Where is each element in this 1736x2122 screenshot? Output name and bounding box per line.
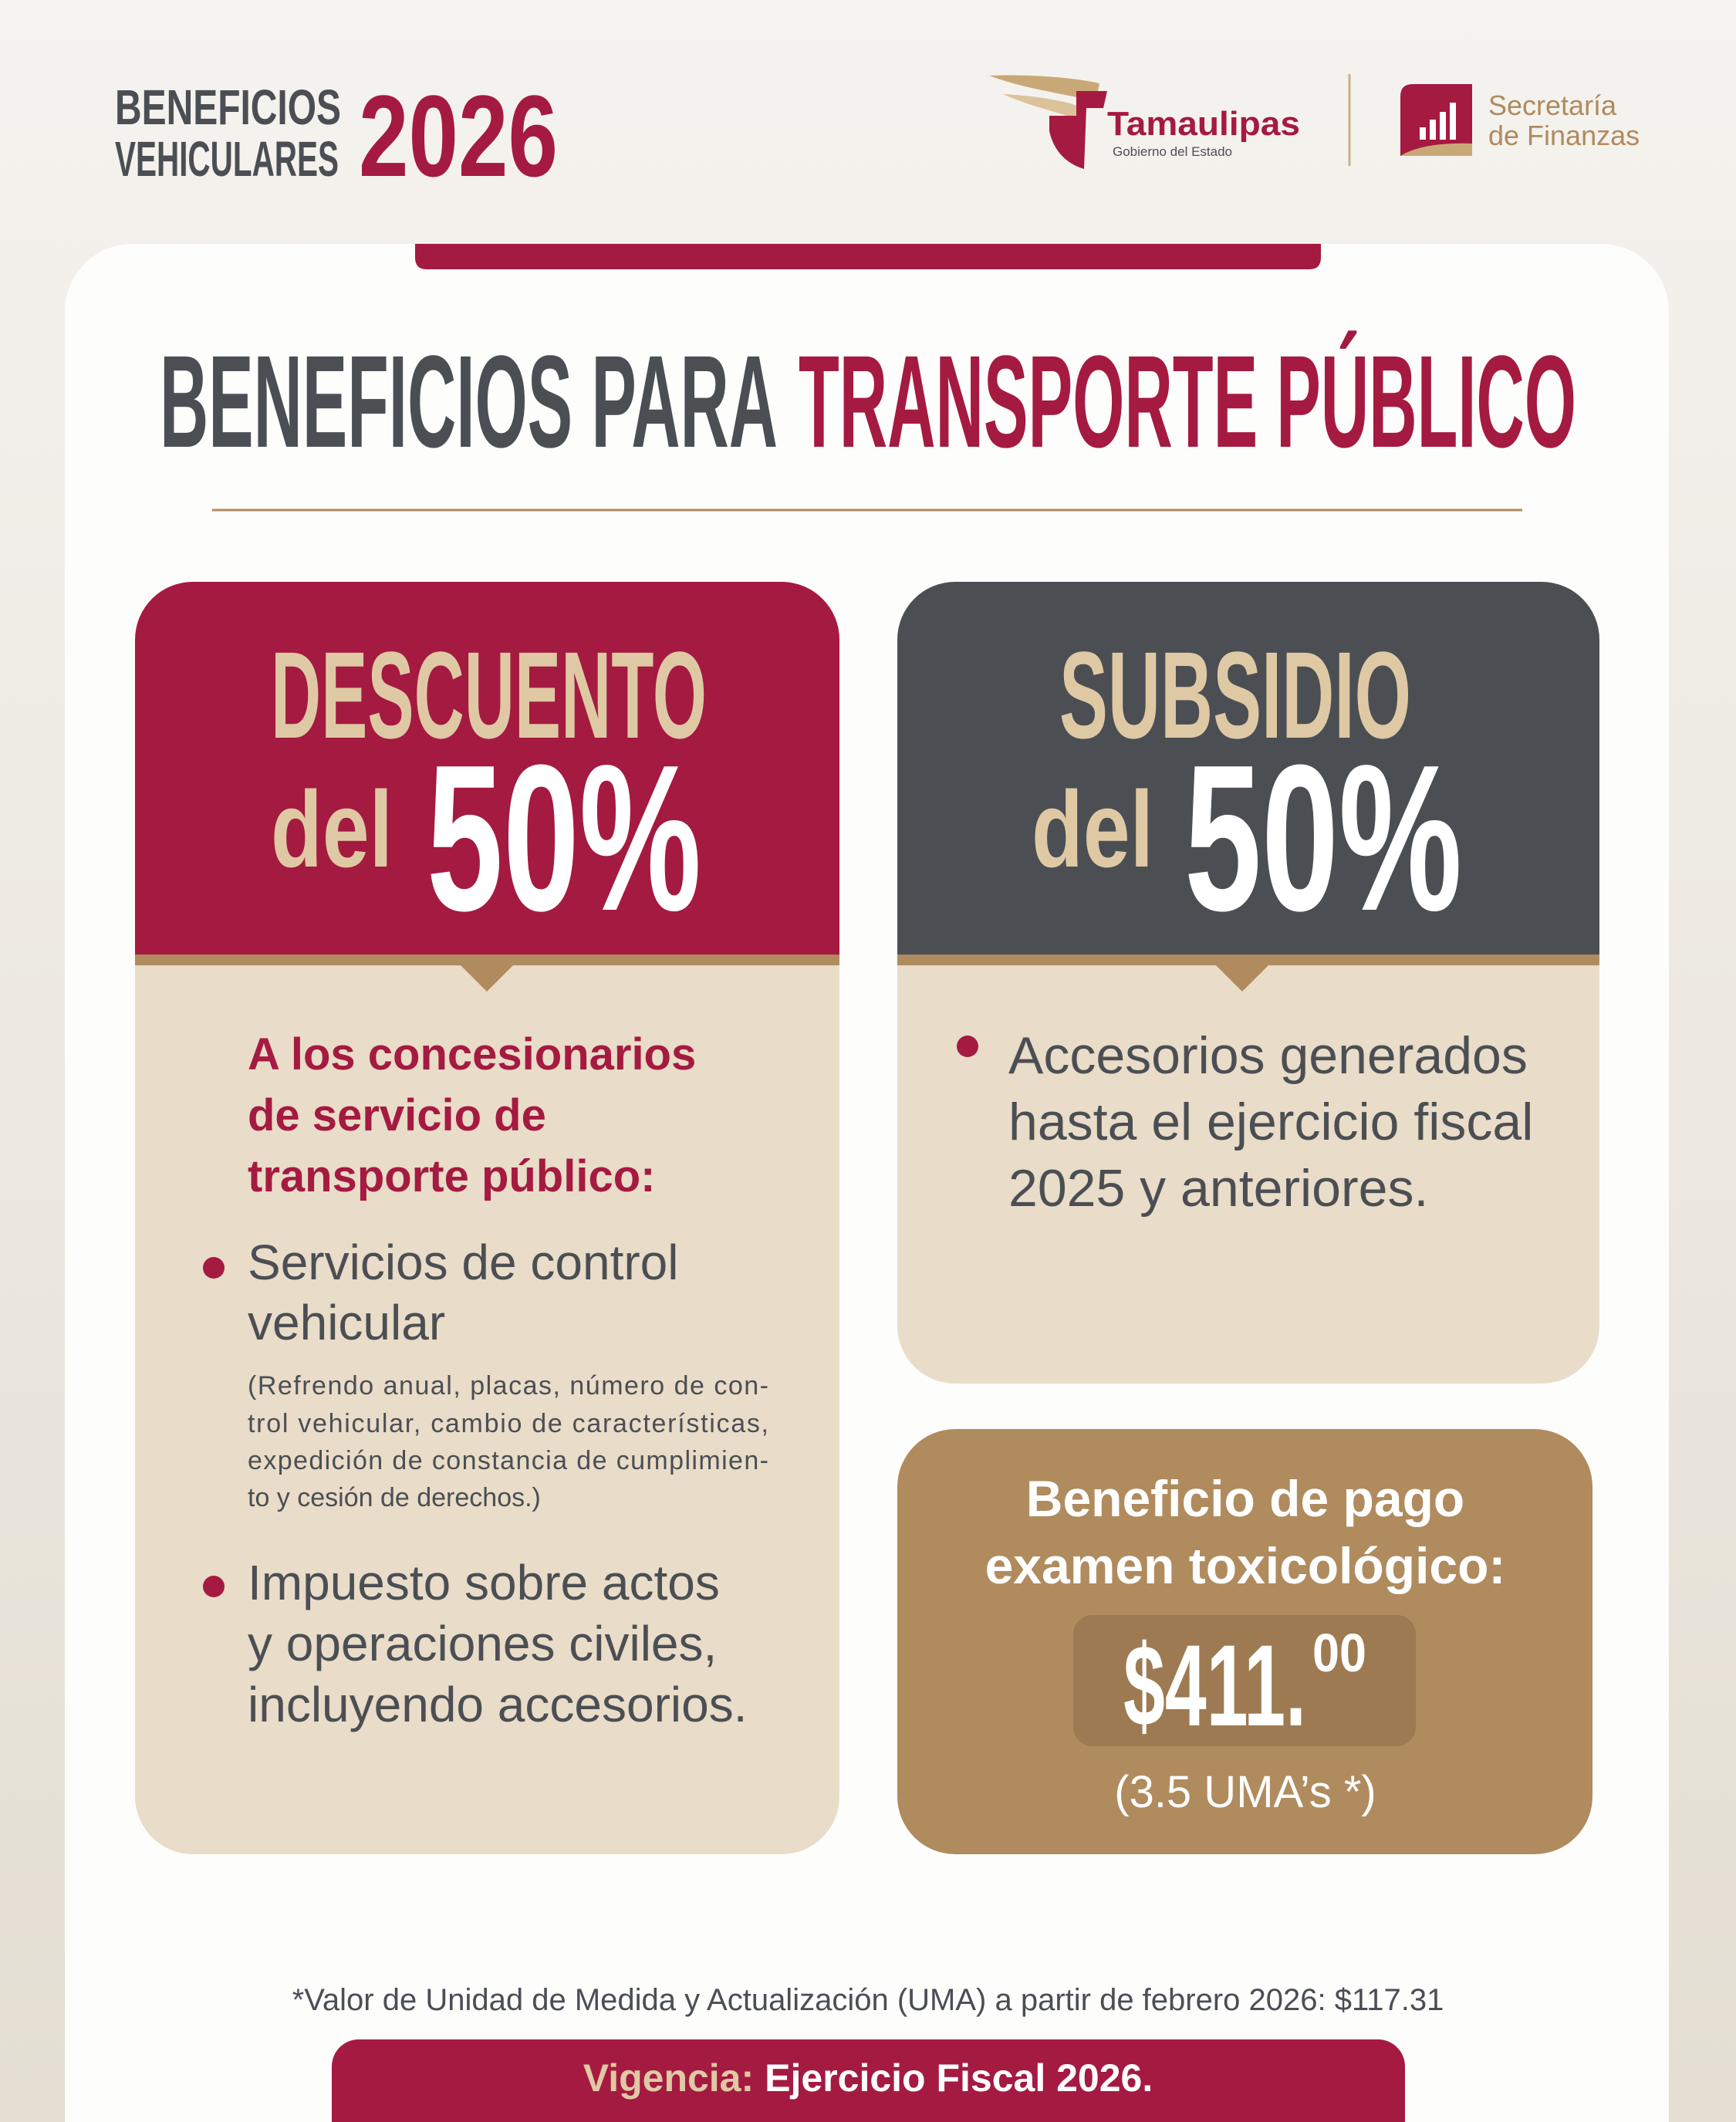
logo-mark <box>1049 91 1107 169</box>
card-stripe <box>135 955 839 965</box>
bullet <box>203 1576 225 1597</box>
note-line: to y cesión de derechos.) <box>248 1483 541 1512</box>
logo-bar <box>1450 103 1456 140</box>
subsidy-amount: 50% <box>1184 722 1462 955</box>
top-tab <box>415 244 1321 269</box>
discount-amount: 50% <box>427 722 701 955</box>
intro-line: A los concesionarios <box>248 1029 696 1080</box>
note-line: (Refrendo anual, placas, número de con- <box>248 1371 768 1401</box>
header: BENEFICIOS VEHICULARES 2026 <box>115 71 558 201</box>
validity-label: Vigencia: <box>583 2056 754 2100</box>
note-line: trol vehicular, cambio de característica… <box>248 1409 768 1438</box>
price-box <box>1073 1615 1416 1746</box>
logo-bar <box>1420 127 1426 140</box>
logo-text: Secretaría <box>1488 90 1617 121</box>
uma-note: (3.5 UMA’s *) <box>1114 1767 1376 1817</box>
price-cents: 00 <box>1312 1623 1366 1683</box>
card-pointer <box>460 965 514 992</box>
item-line: Servicios de control <box>248 1235 678 1290</box>
item-line: Impuesto sobre actos <box>248 1555 720 1610</box>
logo-text: de Finanzas <box>1488 120 1640 151</box>
logo-swoosh <box>1400 143 1472 156</box>
title-line: examen toxicológico: <box>985 1537 1506 1594</box>
header-year: 2026 <box>359 71 558 201</box>
discount-prefix: del <box>271 769 393 890</box>
card-top <box>135 582 839 955</box>
price: $411. <box>1123 1620 1306 1750</box>
subsidy-prefix: del <box>1032 769 1153 890</box>
item-line: 2025 y anteriores. <box>1008 1159 1428 1218</box>
discount-item: Servicios de control vehicular <box>248 1235 678 1350</box>
discount-item: Impuesto sobre actos y operaciones civil… <box>248 1555 747 1732</box>
item-line: incluyendo accesorios. <box>248 1677 747 1732</box>
logo-subtitle: Gobierno del Estado <box>1113 144 1232 159</box>
item-line: y operaciones civiles, <box>248 1616 717 1671</box>
footnote: *Valor de Unidad de Medida y Actualizaci… <box>292 1983 1444 2017</box>
note-line: expedición de constancia de cumplimien- <box>248 1446 768 1475</box>
logo-wing <box>1003 94 1084 120</box>
subsidy-item: Accesorios generados hasta el ejercicio … <box>1008 1026 1533 1218</box>
item-line: hasta el ejercicio fiscal <box>1008 1093 1533 1151</box>
header-title: VEHICULARES <box>115 131 339 187</box>
validity: Vigencia: Ejercicio Fiscal 2026. <box>583 2056 1153 2100</box>
logo-name: Tamaulipas <box>1107 105 1300 143</box>
logo-finanzas: Secretaría de Finanzas <box>1400 84 1640 156</box>
toxicology-title: Beneficio de pago examen toxicológico: <box>985 1470 1506 1594</box>
logo-tamaulipas: Tamaulipas Gobierno del Estado <box>989 75 1300 169</box>
intro-line: transporte público: <box>248 1151 655 1201</box>
card-top <box>897 582 1599 955</box>
header-title: BENEFICIOS <box>115 79 341 135</box>
logo-bar <box>1430 120 1436 140</box>
intro-line: de servicio de <box>248 1090 546 1140</box>
discount-card <box>135 582 839 1854</box>
heading-highlight: TRANSPORTE PÚBLICO <box>799 329 1576 475</box>
validity-bar <box>332 2039 1405 2122</box>
logo-bar <box>1440 112 1446 140</box>
card-pointer <box>1215 965 1269 992</box>
item-line: vehicular <box>248 1295 445 1350</box>
item-line: Accesorios generados <box>1008 1026 1528 1085</box>
discount-note: (Refrendo anual, placas, número de con- … <box>248 1371 768 1512</box>
discount-intro: A los concesionarios de servicio de tran… <box>248 1029 696 1201</box>
title-line: Beneficio de pago <box>1026 1470 1464 1527</box>
bullet <box>203 1257 225 1279</box>
validity-value: Ejercicio Fiscal 2026. <box>765 2056 1153 2100</box>
logo-wing <box>989 75 1099 102</box>
subsidy-title: SUBSIDIO <box>1059 626 1411 764</box>
bullet <box>957 1036 978 1057</box>
card-stripe <box>897 955 1599 965</box>
discount-title: DESCUENTO <box>271 626 707 764</box>
heading: BENEFICIOS PARA <box>160 329 778 475</box>
